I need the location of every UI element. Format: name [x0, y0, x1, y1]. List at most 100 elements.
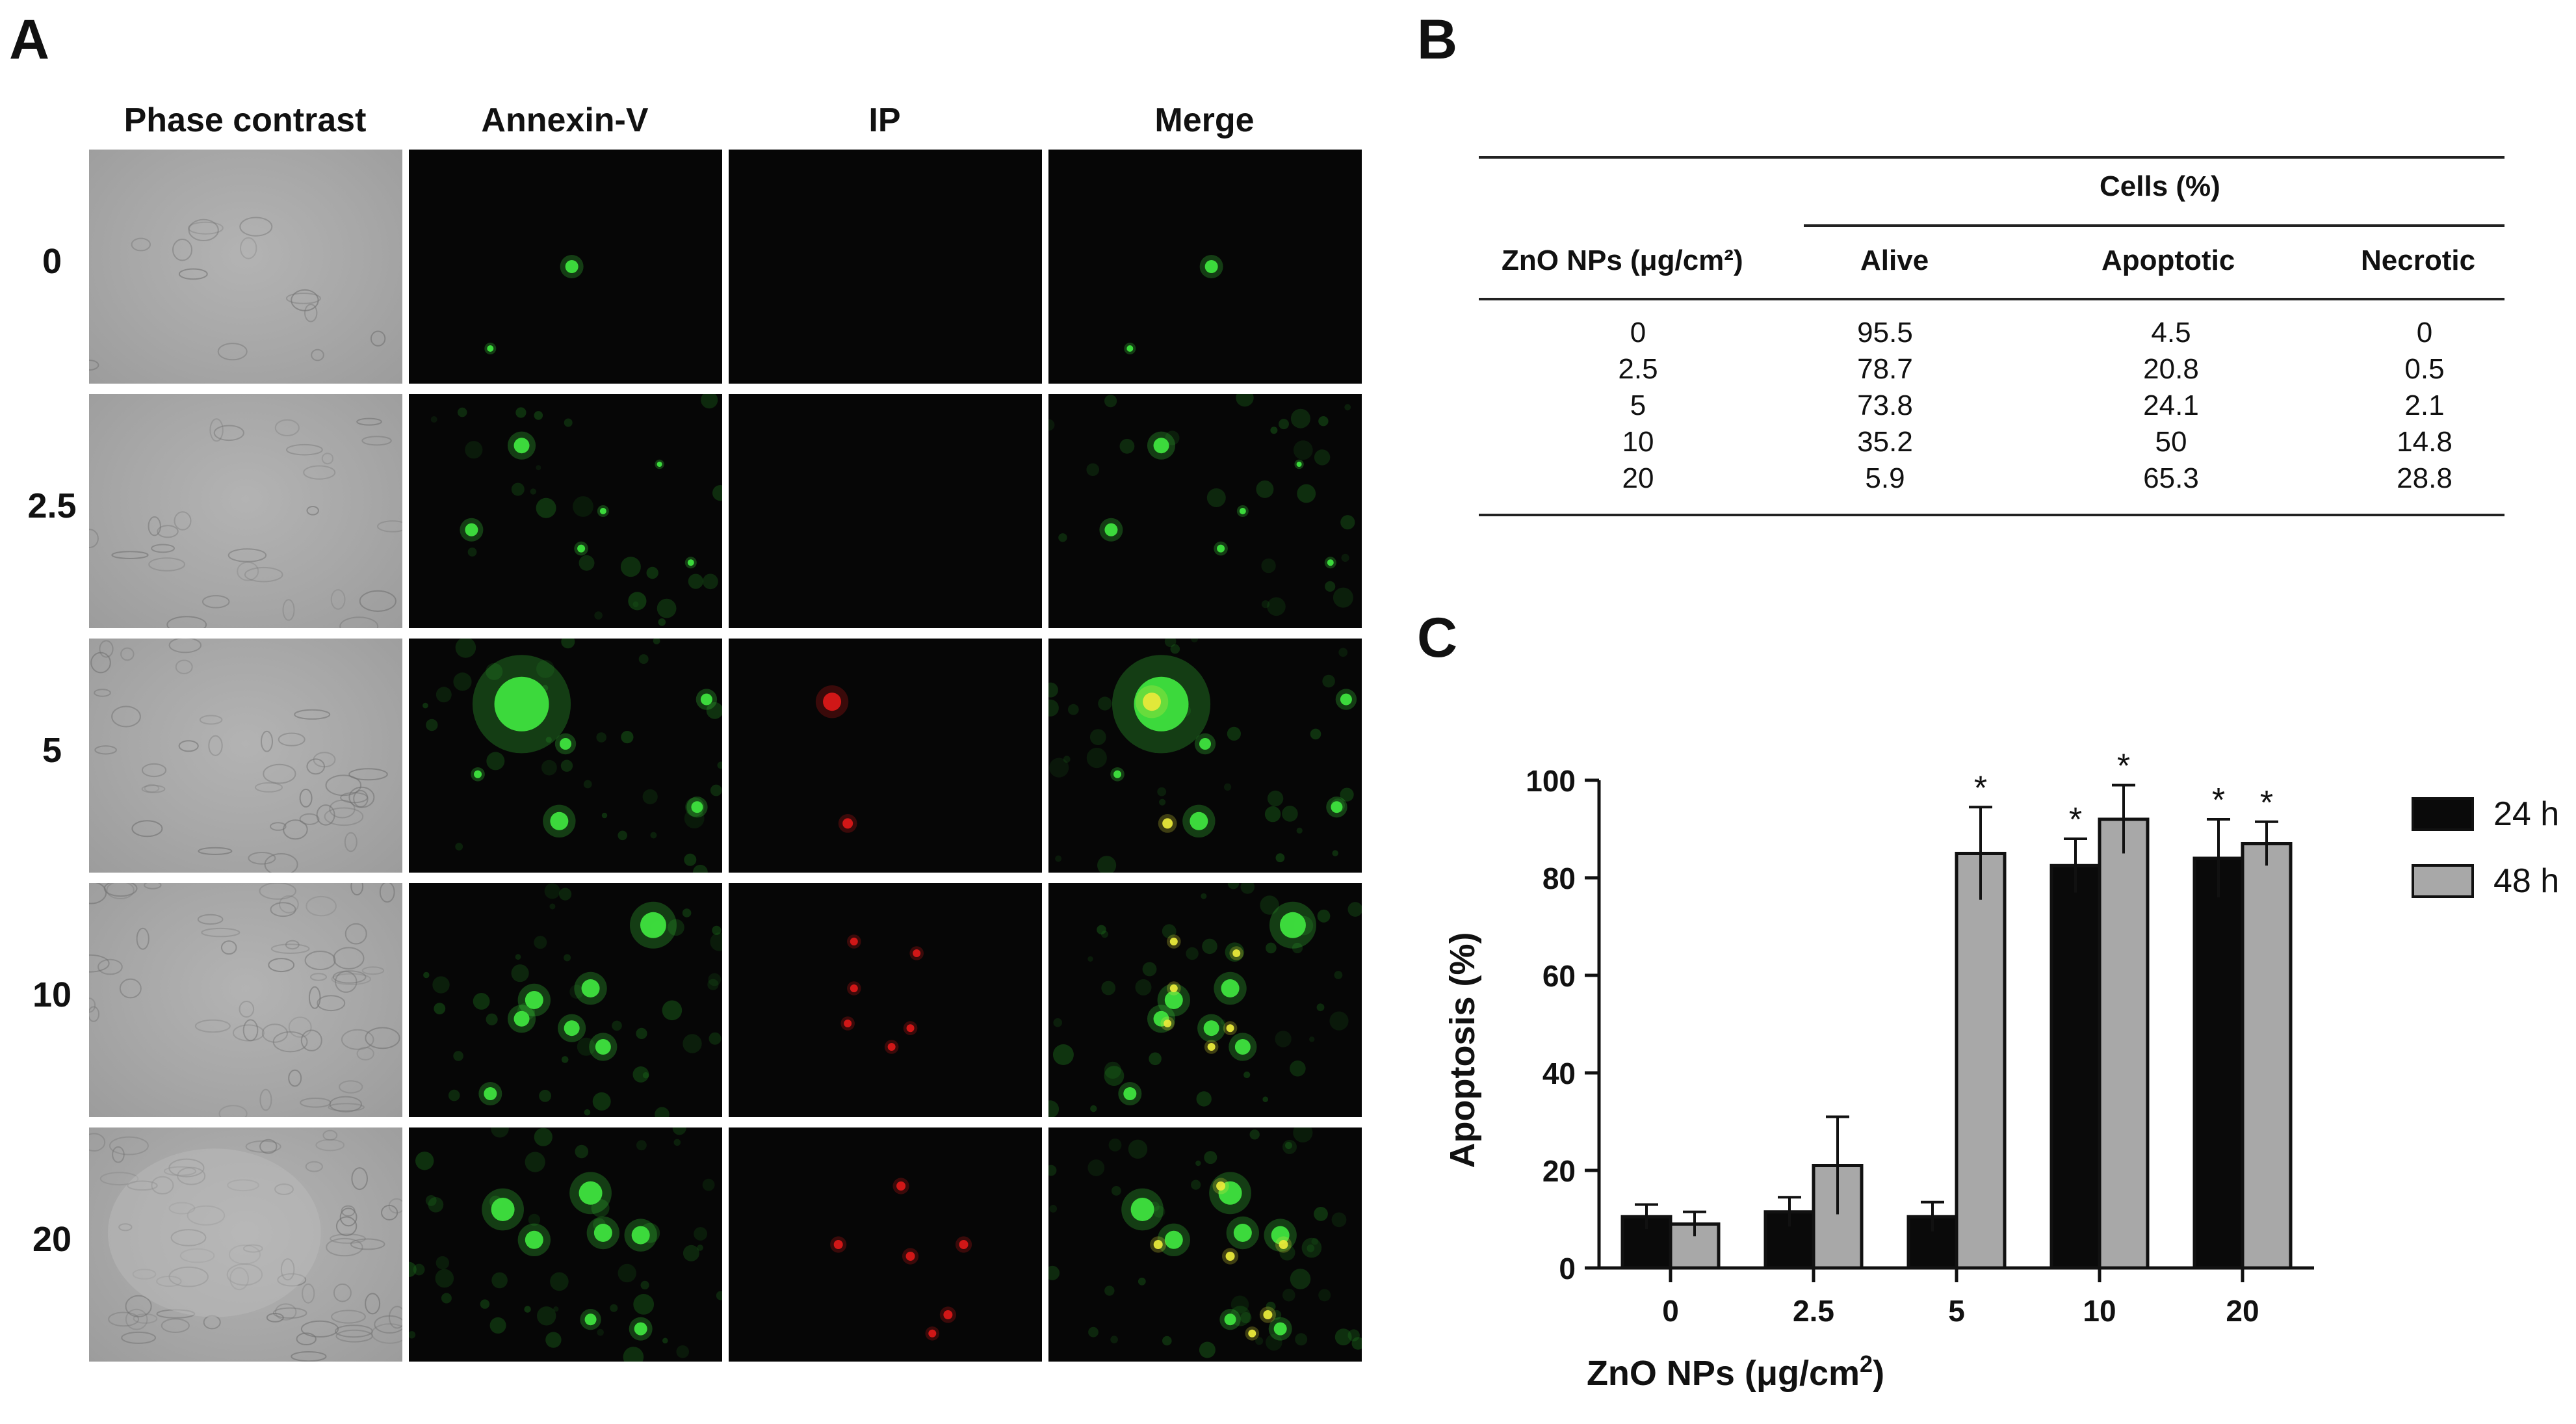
- y-tick-label: 40: [1542, 1057, 1576, 1090]
- micrograph-texture: [830, 1178, 972, 1341]
- cell-outline: [243, 1244, 263, 1253]
- fluorescence-haze: [706, 702, 722, 719]
- x-tick-label: 0: [1662, 1294, 1679, 1328]
- cell-outline: [179, 1248, 215, 1263]
- table-cell-apoptotic: 20.8: [2143, 353, 2199, 385]
- cell-outline: [259, 1088, 272, 1111]
- fluorescence-haze: [1048, 699, 1059, 717]
- fluorescence-haze: [640, 1280, 649, 1289]
- fluorescence-haze: [1220, 1019, 1226, 1025]
- cell-outline: [374, 1315, 402, 1334]
- cell-outline: [294, 709, 331, 720]
- cell-outline: [285, 293, 321, 304]
- cell-outline: [339, 1207, 358, 1227]
- cell-outline: [151, 544, 175, 553]
- fluorescence-haze: [1318, 416, 1329, 427]
- fluorescent-spot: [487, 345, 494, 352]
- fluorescent-spot: [494, 676, 549, 732]
- cell-outline: [201, 927, 241, 938]
- fluorescence-haze: [697, 1245, 703, 1251]
- fluorescence-haze: [618, 830, 627, 841]
- y-tick-label: 60: [1542, 959, 1576, 993]
- cell-outline: [344, 832, 358, 852]
- cell-outline: [131, 237, 151, 252]
- cell-outline: [141, 785, 166, 793]
- fluorescence-haze: [1089, 729, 1106, 745]
- fluorescence-haze: [545, 1332, 562, 1348]
- cell-outline: [94, 689, 111, 697]
- cell-outline: [356, 1046, 374, 1061]
- fluorescence-haze: [1261, 558, 1276, 574]
- fluorescence-haze: [633, 1294, 655, 1315]
- fluorescence-haze: [717, 761, 722, 769]
- fluorescence-haze: [620, 557, 641, 577]
- cell-outline: [280, 1258, 295, 1281]
- cell-outline: [299, 788, 313, 808]
- cell-outline: [365, 1027, 400, 1049]
- cell-outline: [350, 883, 364, 896]
- fluorescence-haze: [1063, 756, 1071, 763]
- fluorescence-haze: [486, 663, 503, 680]
- fluorescent-spot: [1113, 770, 1122, 778]
- micrograph-merge-row-2: [1048, 394, 1362, 628]
- fluorescence-haze: [612, 1020, 622, 1031]
- cell-outline: [112, 1146, 125, 1163]
- cell-outline: [228, 548, 267, 562]
- cell-outline: [381, 1204, 398, 1220]
- legend-swatch-24h: [2412, 797, 2474, 831]
- fluorescence-haze: [591, 1199, 610, 1217]
- micrograph-texture: [90, 639, 388, 873]
- cell-outline: [226, 1263, 263, 1286]
- fluorescent-spot: [1134, 676, 1189, 732]
- fluorescence-haze: [1108, 1139, 1122, 1152]
- fluorescent-spot: [700, 693, 712, 705]
- fluorescence-haze: [577, 1037, 595, 1056]
- cell-outline: [339, 616, 379, 628]
- fluorescence-haze: [1240, 1312, 1252, 1324]
- cell-outline: [232, 1024, 265, 1042]
- cell-outline: [335, 1216, 358, 1237]
- table-header-necrotic: Necrotic: [2361, 244, 2476, 276]
- cell-outline: [329, 799, 356, 819]
- fluorescence-haze: [1334, 1328, 1352, 1346]
- cell-outline: [208, 735, 223, 756]
- fluorescent-spot: [896, 1181, 906, 1191]
- fluorescence-haze: [457, 407, 467, 417]
- fluorescence-haze: [662, 1000, 683, 1021]
- fluorescent-spot: [1248, 1329, 1256, 1338]
- fluorescence-haze: [1067, 704, 1079, 715]
- fluorescence-haze: [1227, 883, 1240, 890]
- bar-24h-20: [2192, 856, 2244, 1270]
- fluorescence-haze: [530, 488, 536, 495]
- significance-asterisk: *: [2260, 784, 2273, 822]
- cell-outline: [220, 940, 237, 955]
- fluorescence-haze: [549, 903, 556, 910]
- micrograph-texture: [1048, 639, 1357, 873]
- fluorescence-haze: [1329, 1011, 1349, 1031]
- significance-asterisk: *: [2212, 782, 2225, 819]
- fluorescence-haze: [575, 1144, 589, 1159]
- table-cell-apoptotic: 65.3: [2143, 462, 2199, 494]
- fluorescence-haze: [1290, 408, 1310, 429]
- fluorescence-haze: [638, 654, 649, 665]
- micrograph-merge-row-5: [1048, 1127, 1362, 1362]
- cell-outline: [340, 792, 369, 804]
- fluorescence-haze: [1240, 883, 1255, 894]
- fluorescence-haze: [701, 394, 718, 409]
- micrograph-annexin-row-1: [409, 150, 722, 384]
- cell-outline: [325, 774, 362, 797]
- fluorescent-spot: [484, 1087, 497, 1100]
- cell-outline: [148, 516, 161, 536]
- cell-outline: [119, 978, 142, 999]
- micrograph-phase-row-2: [89, 394, 402, 628]
- cell-outline: [291, 289, 319, 311]
- fluorescence-haze: [688, 574, 703, 589]
- fluorescence-haze: [1055, 855, 1062, 862]
- fluorescent-spot: [1104, 523, 1118, 536]
- fluorescent-spot: [959, 1240, 969, 1249]
- fluorescence-haze: [653, 639, 660, 644]
- fluorescence-haze: [1202, 938, 1217, 955]
- cell-outline: [168, 1202, 196, 1215]
- cell-outline: [300, 1320, 339, 1338]
- cell-outline: [178, 268, 208, 280]
